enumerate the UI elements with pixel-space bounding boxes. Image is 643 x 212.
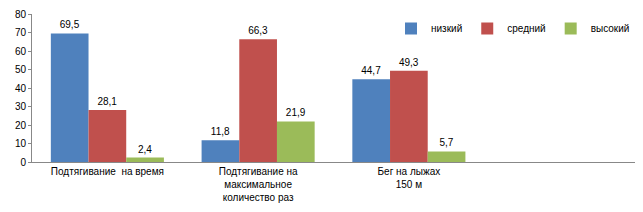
svg-text:21,9: 21,9 — [286, 107, 306, 118]
svg-text:44,7: 44,7 — [361, 65, 381, 76]
svg-text:80: 80 — [15, 9, 27, 20]
svg-text:66,3: 66,3 — [248, 25, 268, 36]
svg-text:49,3: 49,3 — [399, 57, 419, 68]
svg-text:30: 30 — [15, 101, 27, 112]
svg-text:0: 0 — [20, 157, 26, 168]
svg-text:70: 70 — [15, 27, 27, 38]
svg-text:69,5: 69,5 — [60, 19, 80, 30]
svg-text:Бег на лыжах150 м: Бег на лыжах150 м — [378, 166, 441, 190]
svg-text:5,7: 5,7 — [439, 137, 453, 148]
svg-text:28,1: 28,1 — [97, 96, 117, 107]
svg-text:50: 50 — [15, 64, 27, 75]
svg-text:40: 40 — [15, 83, 27, 94]
svg-text:10: 10 — [15, 138, 27, 149]
svg-text:Подтягивание на время: Подтягивание на время — [51, 166, 164, 177]
svg-text:20: 20 — [15, 120, 27, 131]
svg-text:11,8: 11,8 — [211, 126, 230, 137]
svg-text:60: 60 — [15, 46, 27, 57]
svg-text:Подтягивание намаксимальноекол: Подтягивание намаксимальноеколичество ра… — [219, 166, 298, 203]
svg-text:низкий: низкий — [431, 23, 462, 34]
svg-text:высокий: высокий — [591, 23, 630, 34]
svg-text:2,4: 2,4 — [138, 144, 152, 155]
svg-text:средний: средний — [507, 23, 545, 34]
